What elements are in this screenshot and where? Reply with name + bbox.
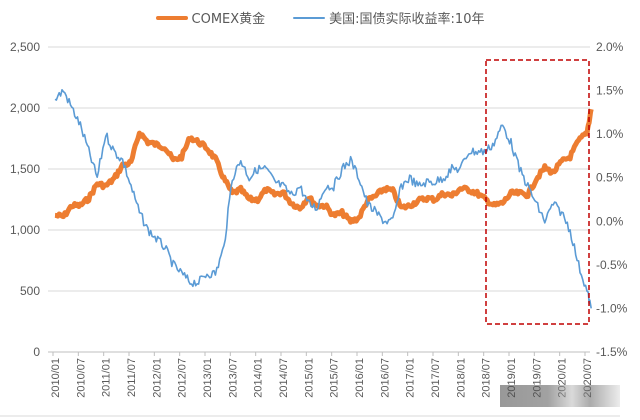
yield-swatch-icon [293, 16, 326, 19]
x-tick-label: 2014/07 [278, 358, 290, 398]
left-tick-label: 500 [20, 284, 40, 298]
legend-item-yield: 美国:国债实际收益率:10年 [293, 8, 484, 27]
right-tick-label: 0.5% [596, 171, 624, 185]
x-tick-label: 2018/01 [455, 358, 467, 398]
x-axis-ticks: 2010/01 2010/07 2011/01 2011/07 2012/01 2012/… [0, 351, 620, 417]
legend-gold-label: COMEX黄金 [191, 12, 266, 27]
x-tick-label: 2013/07 [227, 358, 239, 398]
right-axis-ticks: -1.5% -1.0% -0.5% 0.0% 0.5% 1.0% 1.5% 2.0% [596, 40, 628, 359]
x-tick-label: 2012/07 [177, 358, 189, 398]
right-tick-label: -0.5% [596, 258, 628, 272]
right-tick-label: 1.5% [596, 84, 624, 98]
right-tick-label: 1.0% [596, 127, 624, 141]
legend-item-gold: COMEX黄金 [155, 8, 266, 27]
x-tick-label: 2014/01 [253, 358, 265, 398]
left-tick-label: 0 [33, 345, 40, 359]
right-tick-label: -1.5% [596, 345, 628, 359]
x-tick-label: 2010/01 [50, 358, 62, 398]
x-tick-label: 2016/07 [379, 358, 391, 398]
x-tick-label: 2011/01 [101, 358, 113, 397]
left-tick-label: 1,500 [10, 162, 40, 176]
left-tick-label: 2,000 [10, 101, 40, 115]
chart-legend: COMEX黄金 美国:国债实际收益率:10年 [0, 8, 640, 27]
right-tick-label: 2.0% [596, 40, 624, 54]
x-tick-label: 2016/01 [354, 358, 366, 398]
x-tick-label: 2011/07 [126, 358, 138, 397]
left-axis-ticks: 0 500 1,000 1,500 2,000 2,500 [10, 40, 40, 359]
left-tick-label: 2,500 [10, 40, 40, 54]
legend-yield-label: 美国:国债实际收益率:10年 [329, 12, 485, 27]
x-tick-label: 2017/01 [405, 358, 417, 398]
right-tick-label: 0.0% [596, 214, 624, 228]
watermark [500, 385, 620, 407]
x-tick-label: 2015/07 [329, 358, 341, 398]
x-tick-label: 2010/07 [75, 358, 87, 398]
x-tick-label: 2015/01 [303, 358, 315, 398]
right-tick-label: -1.0% [596, 301, 628, 315]
x-tick-label: 2012/01 [151, 358, 163, 398]
highlight-box [485, 59, 590, 325]
gold-swatch-icon [155, 15, 188, 20]
x-tick-label: 2013/01 [202, 358, 214, 398]
x-tick-label: 2018/07 [481, 358, 493, 398]
left-tick-label: 1,000 [10, 223, 40, 237]
gold-series-line [53, 108, 594, 225]
x-tick-label: 2017/07 [430, 358, 442, 398]
yield-series-line [54, 89, 592, 309]
